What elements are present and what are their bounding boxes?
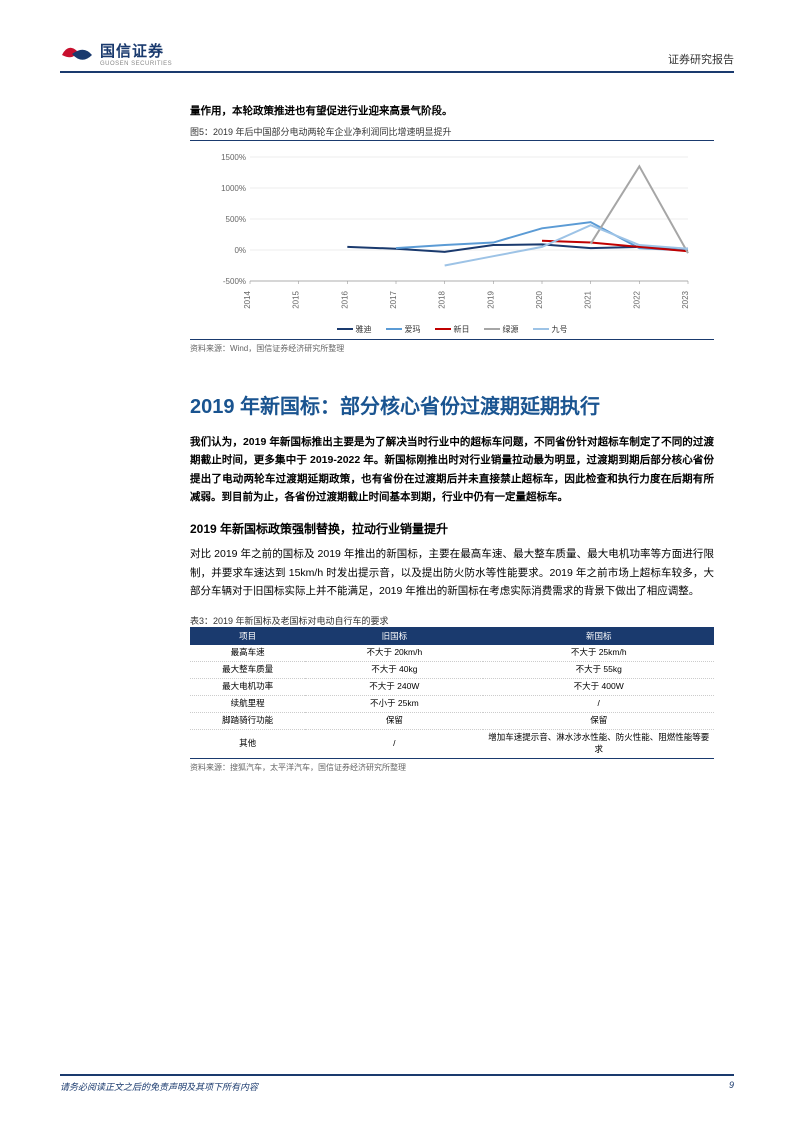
svg-text:2014: 2014 [243, 290, 252, 308]
logo-text-en: GUOSEN SECURITIES [100, 61, 172, 67]
page-header: 国信证券 GUOSEN SECURITIES 证券研究报告 [60, 40, 734, 73]
svg-text:2016: 2016 [340, 290, 349, 308]
section-h1: 2019 年新国标：部分核心省份过渡期延期执行 [190, 394, 714, 421]
svg-text:2022: 2022 [632, 290, 641, 308]
table-title: 表3：2019 年新国标及老国标对电动自行车的要求 [190, 614, 714, 627]
svg-text:2015: 2015 [292, 290, 301, 308]
table-cell: 不小于 25km [305, 696, 483, 713]
table-col-header: 旧国标 [305, 627, 483, 645]
logo-text-cn: 国信证券 [100, 40, 172, 61]
table-cell: / [305, 729, 483, 758]
svg-text:2018: 2018 [438, 290, 447, 308]
table-source: 资料来源：搜狐汽车，太平洋汽车，国信证券经济研究所整理 [190, 759, 714, 773]
table-cell: 不大于 240W [305, 679, 483, 696]
table-row: 续航里程不小于 25km/ [190, 696, 714, 713]
table-cell: 脚踏骑行功能 [190, 713, 305, 730]
requirements-table: 项目旧国标新国标 最高车速不大于 20km/h不大于 25km/h最大整车质量不… [190, 627, 714, 758]
legend-label: 新日 [454, 324, 470, 335]
table-cell: 不大于 25km/h [483, 645, 714, 661]
table-cell: 最大整车质量 [190, 662, 305, 679]
section-p1: 我们认为，2019 年新国标推出主要是为了解决当时行业中的超标车问题，不同省份针… [190, 433, 714, 507]
table-cell: 保留 [483, 713, 714, 730]
table-cell: 保留 [305, 713, 483, 730]
svg-text:2023: 2023 [681, 290, 690, 308]
legend-item: 九号 [533, 324, 568, 335]
table-cell: 续航里程 [190, 696, 305, 713]
table-cell: 不大于 40kg [305, 662, 483, 679]
svg-text:500%: 500% [226, 215, 246, 224]
svg-text:0%: 0% [234, 246, 246, 255]
legend-item: 雅迪 [337, 324, 372, 335]
footer-disclaimer: 请务必阅读正文之后的免责声明及其项下所有内容 [60, 1080, 258, 1093]
legend-swatch [337, 328, 353, 330]
svg-text:1500%: 1500% [221, 153, 246, 162]
legend-label: 雅迪 [356, 324, 372, 335]
svg-text:-500%: -500% [223, 277, 246, 286]
line-chart: -500% 0% 500% 1000% 1500% 2014 2015 2016 2017 201… [190, 147, 714, 335]
svg-text:2017: 2017 [389, 290, 398, 308]
svg-text:1000%: 1000% [221, 184, 246, 193]
table-cell: 最大电机功率 [190, 679, 305, 696]
svg-text:2020: 2020 [535, 290, 544, 308]
page-number: 9 [729, 1080, 734, 1093]
legend-label: 爱玛 [405, 324, 421, 335]
section-h2: 2019 年新国标政策强制替换，拉动行业销量提升 [190, 520, 714, 537]
table-header-row: 项目旧国标新国标 [190, 627, 714, 645]
legend-swatch [533, 328, 549, 330]
table-col-header: 项目 [190, 627, 305, 645]
table-cell: 不大于 55kg [483, 662, 714, 679]
legend-swatch [435, 328, 451, 330]
table-cell: 最高车速 [190, 645, 305, 661]
figure-title: 图5：2019 年后中国部分电动两轮车企业净利润同比增速明显提升 [190, 125, 714, 141]
section-p2: 对比 2019 年之前的国标及 2019 年推出的新国标，主要在最高车速、最大整… [190, 545, 714, 600]
table-cell: 不大于 400W [483, 679, 714, 696]
legend-label: 绿源 [503, 324, 519, 335]
table-cell: / [483, 696, 714, 713]
table-col-header: 新国标 [483, 627, 714, 645]
svg-text:2019: 2019 [486, 290, 495, 308]
logo-mark-icon [60, 41, 94, 67]
legend-swatch [386, 328, 402, 330]
table-row: 其他/增加车速提示音、淋水涉水性能、防火性能、阻燃性能等要求 [190, 729, 714, 758]
table-row: 最大整车质量不大于 40kg不大于 55kg [190, 662, 714, 679]
table-row: 脚踏骑行功能保留保留 [190, 713, 714, 730]
table-cell: 增加车速提示音、淋水涉水性能、防火性能、阻燃性能等要求 [483, 729, 714, 758]
legend-item: 绿源 [484, 324, 519, 335]
legend-item: 新日 [435, 324, 470, 335]
intro-line: 量作用，本轮政策推进也有望促进行业迎来高景气阶段。 [190, 103, 714, 121]
legend-item: 爱玛 [386, 324, 421, 335]
header-right: 证券研究报告 [668, 51, 734, 67]
page-footer: 请务必阅读正文之后的免责声明及其项下所有内容 9 [60, 1074, 734, 1093]
chart-legend: 雅迪 爱玛 新日 绿源 九号 [190, 322, 714, 335]
chart-svg: -500% 0% 500% 1000% 1500% 2014 2015 2016 2017 201… [190, 147, 714, 317]
svg-text:2021: 2021 [584, 290, 593, 308]
table-cell: 不大于 20km/h [305, 645, 483, 661]
logo: 国信证券 GUOSEN SECURITIES [60, 40, 172, 67]
legend-label: 九号 [552, 324, 568, 335]
table-row: 最大电机功率不大于 240W不大于 400W [190, 679, 714, 696]
legend-swatch [484, 328, 500, 330]
table-cell: 其他 [190, 729, 305, 758]
table-row: 最高车速不大于 20km/h不大于 25km/h [190, 645, 714, 661]
figure-source: 资料来源：Wind，国信证券经济研究所整理 [190, 339, 714, 354]
